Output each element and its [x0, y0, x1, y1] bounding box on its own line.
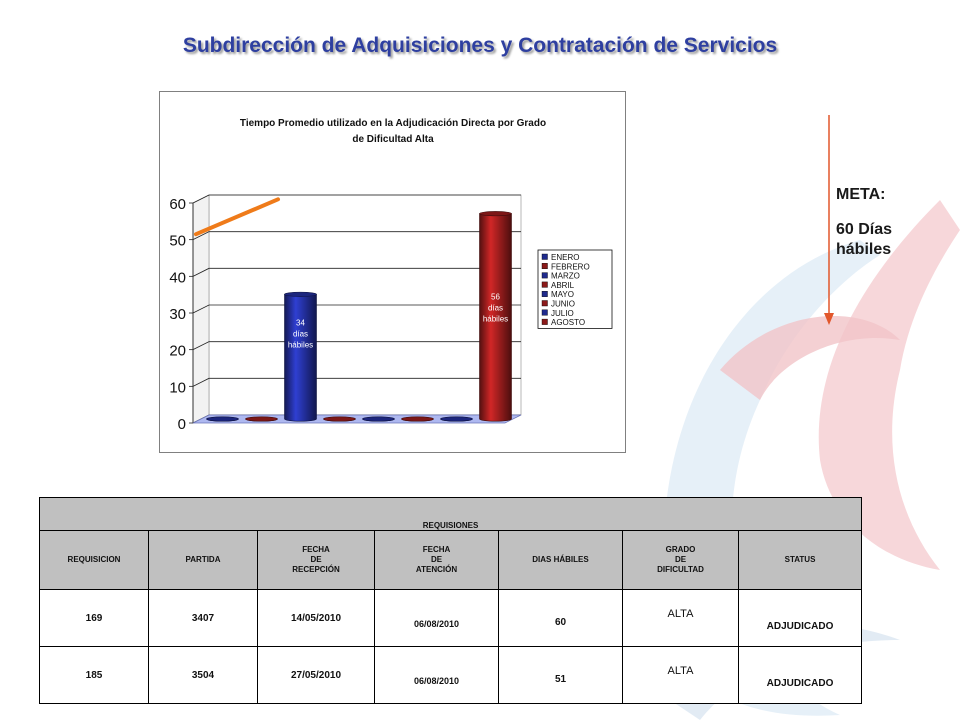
table-row: 185 3504 27/05/2010 06/08/2010 51 ALTA A…: [39, 646, 863, 704]
data-label-line: 34: [296, 318, 305, 327]
cell-status: ADJUDICADO: [737, 589, 863, 647]
legend-swatch: [541, 309, 548, 316]
gridline: [192, 267, 521, 277]
y-tick-label: 10: [169, 379, 186, 396]
legend-swatch: [541, 272, 548, 279]
gridline: [192, 341, 521, 351]
bar-chart: Tiempo Promedio utilizado en la Adjudica…: [169, 118, 613, 433]
requisitions-table: REQUISIONES REQUISICION PARTIDA FECHA DE…: [38, 497, 863, 704]
cell-requisicion: 169: [39, 589, 149, 647]
legend-label: AGOSTO: [551, 318, 585, 327]
data-label-line: 56: [491, 293, 500, 302]
legend-label: MARZO: [551, 272, 580, 281]
legend-label: JULIO: [551, 309, 574, 318]
data-label-line: días: [293, 329, 308, 338]
legend-swatch: [541, 300, 548, 307]
table-caption: REQUISIONES: [38, 497, 863, 531]
cell-fecha-recepcion: 14/05/2010: [257, 589, 375, 647]
cell-dias-habiles: 60: [498, 589, 623, 647]
meta-arrow: [824, 115, 834, 325]
legend-swatch: [541, 318, 548, 325]
meta-value: 60 Días hábiles: [836, 221, 893, 258]
header-fecha-recepcion: FECHA DE RECEPCIÓN: [257, 530, 375, 590]
cell-partida: 3504: [148, 646, 258, 704]
cell-dias-habiles: 51: [498, 646, 623, 704]
header-partida: PARTIDA: [148, 530, 258, 590]
y-tick-label: 60: [169, 196, 186, 213]
slide-title: Subdirección de Adquisiciones y Contrata…: [182, 34, 778, 57]
header-status: STATUS: [737, 530, 863, 590]
legend-label: MAYO: [551, 290, 574, 299]
cell-fecha-atencion: 06/08/2010: [374, 589, 499, 647]
meta-label: META:: [836, 186, 886, 203]
legend-label: ABRIL: [551, 281, 575, 290]
legend-label: ENERO: [551, 253, 579, 262]
data-label-line: hábiles: [288, 340, 313, 349]
legend-label: FEBRERO: [551, 262, 590, 271]
cell-status: ADJUDICADO: [737, 646, 863, 704]
bar-marzo: [284, 291, 317, 422]
table-header-row: REQUISICION PARTIDA FECHA DE RECEPCIÓN F…: [39, 530, 863, 590]
chart-floor: [192, 414, 522, 424]
bar-enero: [206, 416, 239, 422]
gridline: [192, 377, 521, 387]
bar-junio: [401, 416, 434, 422]
legend-label: JUNIO: [551, 300, 575, 309]
header-grado-dificultad: GRADO DE DIFICULTAD: [622, 530, 739, 590]
legend-swatch: [541, 281, 548, 288]
header-fecha-atencion: FECHA DE ATENCIÓN: [374, 530, 499, 590]
y-tick-label: 40: [169, 269, 186, 286]
bar-agosto: [479, 211, 512, 422]
gridline: [192, 304, 521, 314]
bar-febrero: [245, 416, 278, 422]
y-tick-label: 30: [169, 306, 186, 323]
trend-line: [194, 197, 280, 237]
cell-grado: ALTA: [622, 646, 739, 704]
data-label-line: hábiles: [483, 315, 508, 324]
header-requisicion: REQUISICION: [39, 530, 149, 590]
legend-swatch: [541, 253, 548, 260]
y-tick-label: 20: [169, 343, 186, 360]
cell-partida: 3407: [148, 589, 258, 647]
chart-title-line: de Dificultad Alta: [352, 134, 434, 145]
table-row: 169 3407 14/05/2010 06/08/2010 60 ALTA A…: [39, 589, 863, 647]
chart-title-line: Tiempo Promedio utilizado en la Adjudica…: [240, 118, 546, 129]
cell-fecha-recepcion: 27/05/2010: [257, 646, 375, 704]
cell-grado: ALTA: [622, 589, 739, 647]
data-label-line: días: [488, 304, 503, 313]
bar-abril: [323, 416, 356, 422]
cell-fecha-atencion: 06/08/2010: [374, 646, 499, 704]
chart-legend: [537, 249, 613, 329]
y-tick-label: 0: [178, 416, 186, 433]
chart-container: Tiempo Promedio utilizado en la Adjudica…: [159, 91, 626, 453]
legend-swatch: [541, 263, 548, 270]
gridline: [192, 194, 521, 204]
gridline: [192, 231, 521, 241]
y-tick-label: 50: [169, 233, 186, 250]
bar-mayo: [362, 416, 395, 422]
legend-swatch: [541, 290, 548, 297]
cell-requisicion: 185: [39, 646, 149, 704]
header-dias-habiles: DIAS HÁBILES: [498, 530, 623, 590]
bar-julio: [440, 416, 473, 422]
